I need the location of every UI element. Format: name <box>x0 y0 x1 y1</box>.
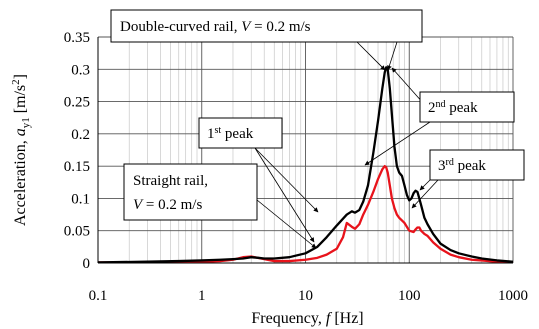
x-tick-label: 1 <box>198 288 206 304</box>
annotations: Double-curved rail, V = 0.2 m/s 2nd peak 1… <box>110 9 525 249</box>
axes <box>97 37 513 264</box>
annotation-label-straight-line: Straight rail, <box>133 173 208 189</box>
y-tick-label: 0.3 <box>71 62 90 78</box>
y-tick-label: 0.1 <box>71 191 90 207</box>
y-tick-label: 0.35 <box>64 30 90 46</box>
series-line-double-curved <box>97 66 514 264</box>
x-tick-label: 100 <box>398 288 421 304</box>
y-tick-label: 0 <box>83 256 91 272</box>
x-tick-label: 0.1 <box>89 288 108 304</box>
y-tick-label: 0.25 <box>64 95 90 111</box>
axis-titles: Frequency, f [Hz] Acceleration, ay1 [m/s2… <box>10 74 364 327</box>
y-axis-title: Acceleration, ay1 [m/s2] <box>10 74 32 226</box>
annotation-box-peak2 <box>419 91 515 123</box>
annotation-arrow <box>256 199 317 249</box>
tick-labels: 0.1 1 10 100 1000 0 0.05 0.1 0.15 0.2 0.25 0.3 0.35 <box>64 30 528 304</box>
annotation-arrow <box>411 179 439 209</box>
annotation-label-peak1: 1st peak <box>207 125 254 143</box>
annotation-label-peak2: 2nd peak <box>428 99 478 117</box>
annotation-arrow <box>254 147 319 213</box>
annotation-arrow <box>387 41 398 71</box>
annotation-arrow <box>356 41 386 71</box>
annotation-label-peak3: 3rd peak <box>438 157 486 175</box>
annotation-label-straight-line: V = 0.2 m/s <box>133 197 202 213</box>
y-tick-label: 0.15 <box>64 159 90 175</box>
series-group <box>97 66 514 264</box>
annotation-arrow <box>419 179 431 191</box>
x-axis-title: Frequency, f [Hz] <box>251 310 363 327</box>
annotation-label-double: Double-curved rail, V = 0.2 m/s <box>120 19 311 35</box>
y-tick-label: 0.05 <box>64 224 90 240</box>
annotation-box-double <box>110 9 423 43</box>
annotation-arrow <box>254 147 315 243</box>
annotation-box-peak1 <box>198 117 283 149</box>
annotation-box-straight <box>123 163 258 221</box>
annotation-arrow <box>364 121 431 166</box>
annotation-box-peak3 <box>429 149 525 181</box>
x-tick-label: 1000 <box>498 288 528 304</box>
x-tick-label: 10 <box>298 288 313 304</box>
y-tick-label: 0.2 <box>71 127 90 143</box>
